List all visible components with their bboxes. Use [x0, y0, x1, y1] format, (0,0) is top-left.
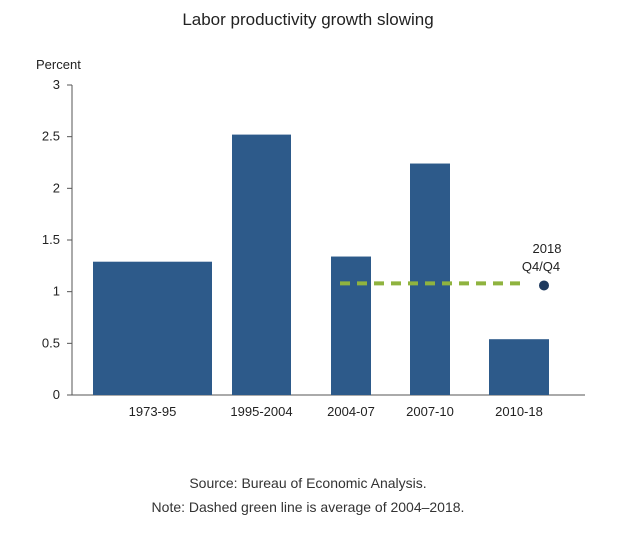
y-tick-label: 1 [53, 284, 60, 299]
y-tick-label: 3 [53, 77, 60, 92]
bar-2004-07 [331, 256, 371, 395]
average-line-group [340, 280, 549, 291]
y-tick-label: 0.5 [42, 335, 60, 350]
chart-title: Labor productivity growth slowing [182, 10, 433, 29]
footnote: Note: Dashed green line is average of 20… [152, 499, 465, 515]
x-tick-label: 1995-2004 [230, 404, 292, 419]
y-tick-label: 2 [53, 180, 60, 195]
x-tick-label: 2010-18 [495, 404, 543, 419]
x-tick-label: 1973-95 [129, 404, 177, 419]
bar-1995-2004 [232, 134, 291, 395]
y-axis-title: Percent [36, 57, 81, 72]
y-tick-labels: 0 0.5 1 1.5 2 2.5 3 [42, 77, 72, 402]
bar-2007-10 [410, 163, 450, 395]
point-label-quarter: Q4/Q4 [522, 259, 560, 274]
source-note: Source: Bureau of Economic Analysis. [189, 475, 426, 491]
y-tick-label: 2.5 [42, 129, 60, 144]
x-tick-label: 2004-07 [327, 404, 375, 419]
point-2018-q4 [539, 280, 549, 291]
bar-1973-95 [93, 261, 212, 395]
y-tick-label: 1.5 [42, 232, 60, 247]
y-tick-label: 0 [53, 387, 60, 402]
x-tick-label: 2007-10 [406, 404, 454, 419]
point-label-year: 2018 [533, 241, 562, 256]
bars [93, 134, 549, 395]
x-tick-labels: 1973-95 1995-2004 2004-07 2007-10 2010-18 [129, 404, 543, 419]
bar-2010-18 [489, 339, 549, 395]
